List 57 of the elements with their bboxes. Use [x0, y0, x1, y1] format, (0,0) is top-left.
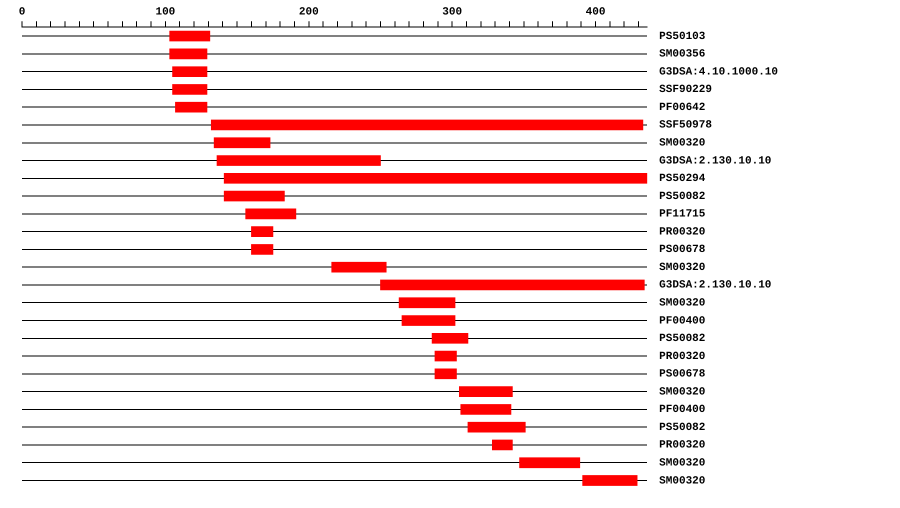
y-tick-label: SSF50978	[659, 120, 712, 132]
bar	[251, 244, 274, 255]
bar	[434, 368, 457, 380]
bar	[224, 172, 648, 184]
bar	[492, 440, 513, 450]
y-tick-label: G3DSA:2.130.10.10	[659, 155, 772, 168]
y-tick-label: PS50294	[659, 173, 706, 186]
bar	[402, 315, 456, 326]
bar	[224, 190, 285, 202]
y-tick-label: PR00320	[659, 440, 706, 452]
y-tick-label: PF00400	[659, 315, 706, 328]
bar	[169, 48, 208, 60]
y-tick-label: PR00320	[659, 226, 706, 238]
y-tick-label: SM00320	[659, 475, 706, 488]
y-tick-label: PF00400	[659, 404, 706, 416]
y-tick-label: PS50082	[659, 333, 706, 346]
y-tick-label: PR00320	[659, 350, 706, 363]
y-tick-label: SM00320	[659, 138, 706, 150]
bar	[468, 422, 526, 433]
bar	[172, 66, 208, 77]
bar	[398, 297, 456, 308]
bar	[210, 120, 644, 130]
bar	[245, 208, 296, 220]
bar	[519, 457, 580, 468]
y-tick-label: SM00356	[659, 48, 706, 61]
y-tick-label: PF11715	[659, 208, 706, 221]
bar	[459, 386, 513, 397]
y-tick-label: PS50082	[659, 422, 706, 434]
y-tick-label: SM00320	[659, 298, 706, 310]
bar	[434, 350, 457, 362]
y-tick-label: PS00678	[659, 244, 706, 256]
bar	[175, 102, 208, 113]
y-tick-label: SM00320	[659, 386, 706, 398]
bar	[582, 475, 638, 486]
x-tick-label: 300	[442, 6, 462, 18]
bar	[251, 226, 274, 237]
y-tick-label: SM00320	[659, 458, 706, 470]
bar	[380, 280, 645, 290]
x-tick-label: 200	[298, 6, 319, 18]
y-tick-label: SSF90229	[659, 84, 712, 96]
y-tick-label: PF00642	[659, 102, 706, 114]
bar	[331, 262, 387, 273]
bar	[460, 404, 512, 415]
bar	[216, 155, 381, 166]
y-tick-label: SM00320	[659, 262, 706, 274]
y-tick-label: G3DSA:4.10.1000.10	[659, 66, 778, 78]
bar	[169, 30, 210, 42]
x-tick-label: 400	[586, 6, 606, 18]
bar	[172, 84, 208, 95]
y-tick-label: PS00678	[659, 368, 706, 381]
y-tick-label: PS50082	[659, 190, 706, 203]
y-tick-label: PS50103	[659, 30, 706, 43]
x-tick-label: 100	[155, 6, 176, 18]
bar	[432, 332, 468, 344]
x-tick-label: 0	[18, 6, 26, 18]
bar	[214, 137, 270, 148]
y-tick-label: G3DSA:2.130.10.10	[659, 280, 772, 292]
